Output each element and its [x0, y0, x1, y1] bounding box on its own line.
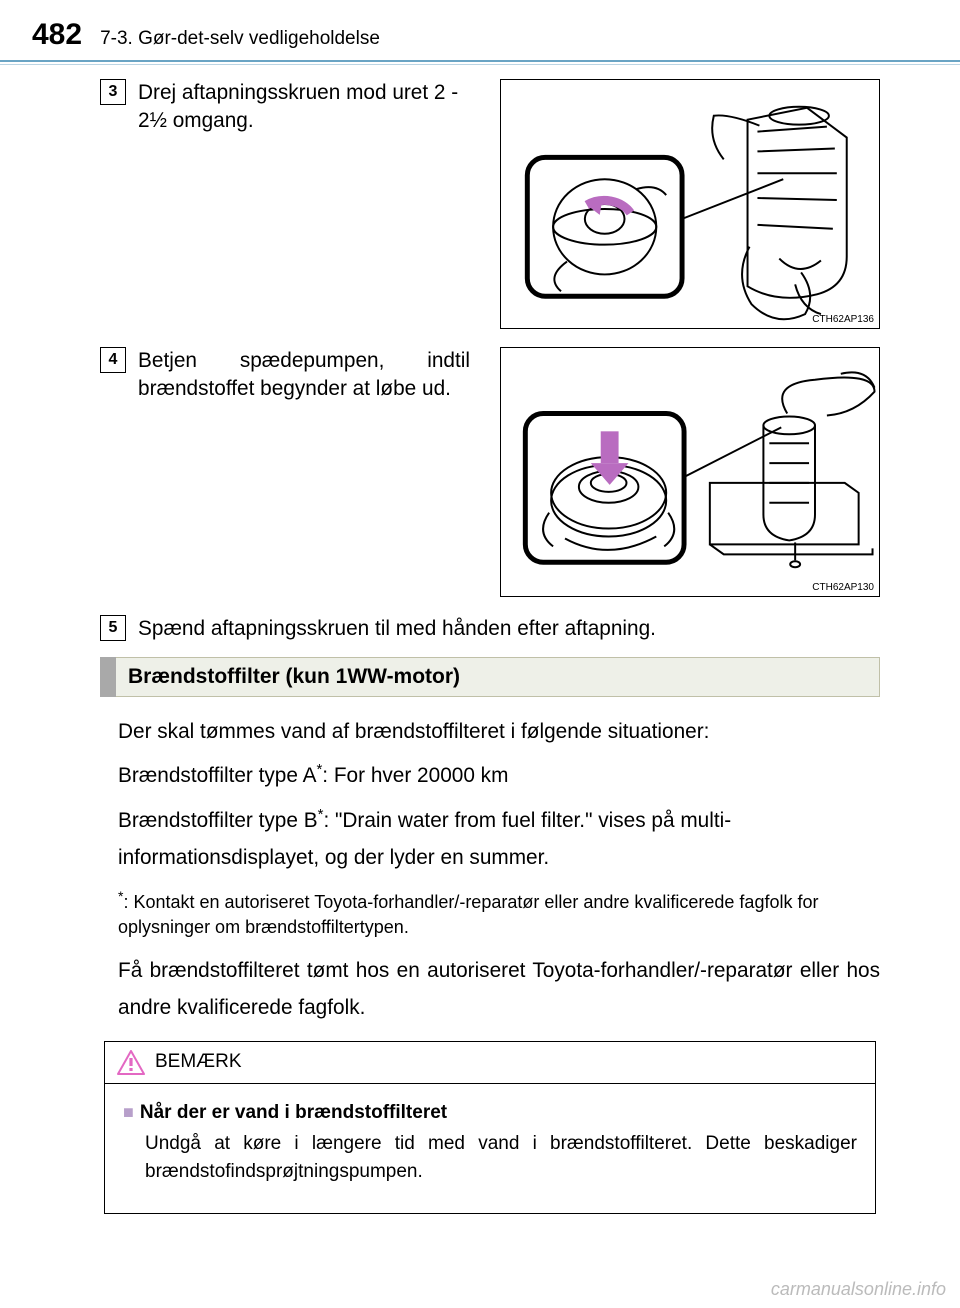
body-p1: Der skal tømmes vand af brændstoffiltere…: [118, 713, 880, 750]
footnote: *: Kontakt en autoriseret Toyota-forhand…: [118, 887, 880, 940]
step-number-box: 3: [100, 79, 126, 105]
notice-head: BEMÆRK: [105, 1042, 875, 1084]
illustration-1: CTH62AP136: [500, 79, 880, 329]
step-4-textcol: 4 Betjen spædepumpen, indtil brændstoffe…: [100, 347, 470, 403]
body-p2: Brændstoffilter type A*: For hver 20000 …: [118, 756, 880, 794]
notice-text: Undgå at køre i længere tid med vand i b…: [145, 1130, 857, 1187]
content-area: 3 Drej aftapningsskruen mod uret 2 - 2½ …: [0, 65, 960, 1214]
subsection-heading: Brændstoffilter (kun 1WW-motor): [100, 657, 880, 697]
notice-box: BEMÆRK ■ Når der er vand i brændstoffilt…: [104, 1041, 876, 1214]
subsection-title: Brændstoffilter (kun 1WW-motor): [116, 657, 880, 697]
step-3-row: 3 Drej aftapningsskruen mod uret 2 - 2½ …: [100, 79, 880, 329]
footnote-text: : Kontakt en autoriseret Toyota-forhandl…: [118, 892, 818, 937]
watermark: carmanualsonline.info: [771, 1279, 946, 1300]
illustration-2: CTH62AP130: [500, 347, 880, 597]
body-p3: Brændstoffilter type B*: "Drain water fr…: [118, 801, 880, 877]
bullet-square-icon: ■: [123, 1102, 134, 1124]
body-p4: Få brændstoffilteret tømt hos en autoris…: [118, 952, 880, 1027]
page-number: 482: [32, 18, 82, 52]
notice-sub-row: ■ Når der er vand i brændstoffilteret: [123, 1102, 857, 1124]
notice-heading: Når der er vand i brændstoffilteret: [140, 1102, 447, 1124]
illus-2-code: CTH62AP130: [812, 582, 874, 593]
step-3-text: Drej aftapningsskruen mod uret 2 - 2½ om…: [138, 79, 470, 135]
step-4-row: 4 Betjen spædepumpen, indtil brændstoffe…: [100, 347, 880, 597]
step-5-row: 5 Spænd aftapningsskruen til med hånden …: [100, 615, 880, 643]
body-p2-post: : For hver 20000 km: [322, 764, 508, 787]
step-4-text: Betjen spædepumpen, indtil brændstoffet …: [138, 347, 470, 403]
illus-1-code: CTH62AP136: [812, 314, 874, 325]
notice-title: BEMÆRK: [155, 1051, 242, 1073]
step-3-textcol: 3 Drej aftapningsskruen mod uret 2 - 2½ …: [100, 79, 470, 135]
step-5-text: Spænd aftapningsskruen til med hånden ef…: [138, 615, 656, 643]
section-title: 7-3. Gør-det-selv vedligeholdelse: [100, 28, 380, 50]
body-p2-pre: Brændstoffilter type A: [118, 764, 316, 787]
page-header: 482 7-3. Gør-det-selv vedligeholdelse: [0, 0, 960, 52]
step-number-box: 4: [100, 347, 126, 373]
step-number-box: 5: [100, 615, 126, 641]
band-accent: [100, 657, 116, 697]
warning-icon: [117, 1050, 145, 1075]
notice-body: ■ Når der er vand i brændstoffilteret Un…: [105, 1084, 875, 1213]
body-p3-pre: Brændstoffilter type B: [118, 809, 318, 832]
